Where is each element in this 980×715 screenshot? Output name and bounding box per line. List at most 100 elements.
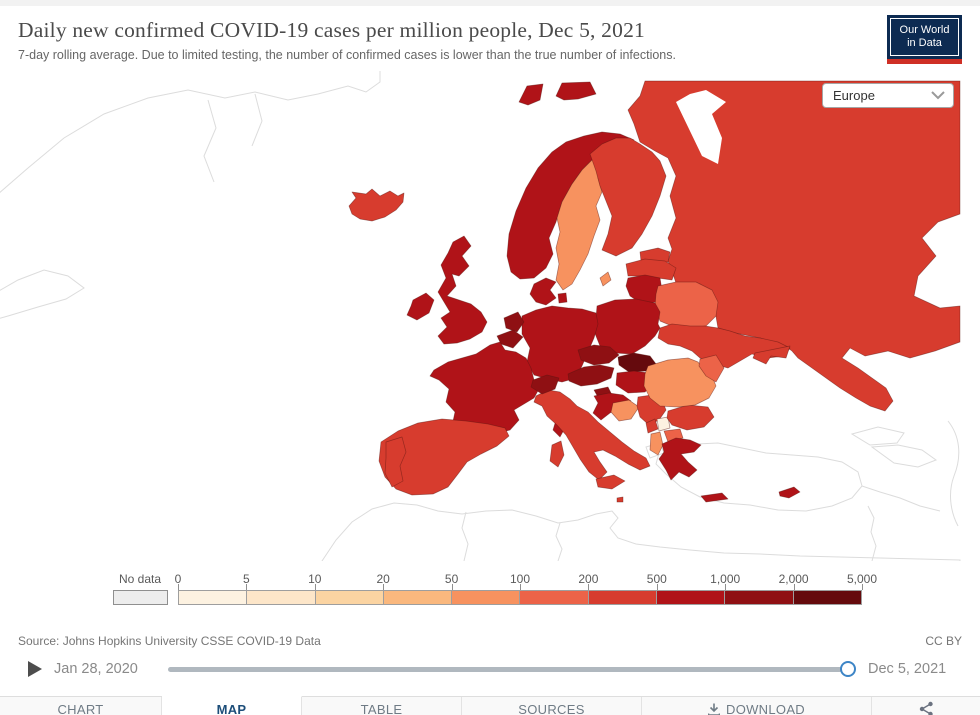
legend-tick-label: 500 <box>646 572 667 586</box>
region-selector-value: Europe <box>833 88 875 103</box>
country-uk[interactable] <box>437 235 488 345</box>
greenland-outline <box>0 71 381 193</box>
legend-tick-mark <box>588 584 590 590</box>
legend-tick-label: 10 <box>308 572 322 586</box>
legend-tick-mark <box>314 584 316 590</box>
tab-sources[interactable]: SOURCES <box>462 697 642 715</box>
country-portugal[interactable] <box>384 436 407 488</box>
legend-bin-10-20[interactable] <box>315 591 384 604</box>
legend-tick-mark <box>656 584 658 590</box>
europe-choropleth-map[interactable] <box>0 71 980 561</box>
legend-bin-5-10[interactable] <box>247 591 316 604</box>
owid-logo-text: Our World in Data <box>890 18 959 56</box>
no-data-swatch[interactable] <box>113 590 168 605</box>
owid-logo-accent-bar <box>887 59 962 64</box>
country-poland[interactable] <box>593 298 661 355</box>
country-czechia[interactable] <box>577 344 620 366</box>
country-bulgaria[interactable] <box>666 404 715 431</box>
syria-border-outline <box>861 485 941 512</box>
azerbaijan-outline <box>870 444 938 468</box>
country-iceland[interactable] <box>348 188 405 222</box>
no-data-label: No data <box>118 572 162 586</box>
legend-bin-1,000-2,000[interactable] <box>725 591 794 604</box>
country-kosovo[interactable] <box>656 416 671 432</box>
tab-share[interactable] <box>872 697 980 715</box>
page-title: Daily new confirmed COVID-19 cases per m… <box>18 18 645 42</box>
legend-tick-label: 1,000 <box>710 572 741 586</box>
legend-tick-label: 100 <box>509 572 531 586</box>
legend-tick-label: 2,000 <box>778 572 809 586</box>
legend-tick-mark <box>725 584 727 590</box>
country-italy[interactable] <box>533 389 651 481</box>
legend-bin-200-500[interactable] <box>588 591 658 604</box>
countries <box>348 80 961 503</box>
greenland-fjord-line <box>203 99 217 183</box>
legend-tick-mark <box>793 584 795 590</box>
country-sweden[interactable] <box>555 157 603 291</box>
legend-bin-2,000-5,000[interactable] <box>793 591 861 604</box>
legend-bin-500-1,000[interactable] <box>657 591 726 604</box>
country-sicily[interactable] <box>595 474 626 490</box>
country-netherlands[interactable] <box>503 311 525 333</box>
country-malta[interactable] <box>616 496 624 503</box>
country-crete[interactable] <box>700 492 729 503</box>
country-bosnia[interactable] <box>610 399 640 422</box>
country-sweden-gotland[interactable] <box>599 271 612 287</box>
tab-chart[interactable]: CHART <box>0 697 162 715</box>
background-coastlines <box>0 71 961 561</box>
country-sardinia[interactable] <box>549 440 565 468</box>
legend-bin-20-50[interactable] <box>383 591 453 604</box>
owid-logo-box: Our World in Data <box>887 15 962 59</box>
legend-tick-mark <box>520 584 521 590</box>
legend-tick-mark <box>451 584 453 590</box>
country-moldova[interactable] <box>698 354 725 383</box>
timeline-slider-handle[interactable] <box>840 661 856 677</box>
white-sea <box>676 90 726 164</box>
footer-tab-bar: CHART MAP TABLE SOURCES DOWNLOAD <box>0 696 980 715</box>
legend-bin-100-200[interactable] <box>520 591 589 604</box>
algeria-tunisia-border <box>555 522 563 561</box>
legend-tick-mark <box>178 584 179 590</box>
play-button[interactable] <box>28 661 42 677</box>
timeline-slider-track[interactable] <box>168 667 842 672</box>
country-cyprus[interactable] <box>778 486 801 499</box>
country-latvia[interactable] <box>625 258 677 281</box>
country-france[interactable] <box>429 341 541 435</box>
country-montenegro[interactable] <box>645 418 659 434</box>
timeline-start-date: Jan 28, 2020 <box>54 661 138 677</box>
tab-table[interactable]: TABLE <box>302 697 462 715</box>
country-norway-finnmark[interactable] <box>555 81 597 101</box>
region-selector[interactable]: Europe <box>822 83 954 108</box>
country-crimea[interactable] <box>752 345 791 365</box>
country-greece[interactable] <box>658 437 702 481</box>
legend-bin-0-5[interactable] <box>179 591 248 604</box>
legend-tick-mark <box>246 584 248 590</box>
timeline-end-date: Dec 5, 2021 <box>868 661 947 677</box>
country-denmark[interactable] <box>529 277 557 306</box>
download-icon <box>708 703 721 715</box>
country-belarus[interactable] <box>654 281 719 329</box>
tab-map[interactable]: MAP <box>162 696 302 715</box>
legend-color-bar[interactable] <box>178 590 862 605</box>
country-denmark-zealand[interactable] <box>557 292 568 304</box>
country-switzerland[interactable] <box>530 374 560 395</box>
owid-logo[interactable]: Our World in Data <box>887 15 962 64</box>
country-norway-north-cape[interactable] <box>518 83 544 106</box>
license-label[interactable]: CC BY <box>925 634 962 648</box>
levant-coast-outline <box>867 505 877 561</box>
morocco-algeria-border <box>461 511 469 561</box>
georgia-outline <box>850 426 905 446</box>
tab-download[interactable]: DOWNLOAD <box>642 697 872 715</box>
country-finland[interactable] <box>589 137 667 257</box>
legend-tick-label: 50 <box>444 572 459 586</box>
legend-tick-label: 20 <box>376 572 390 586</box>
country-spain[interactable] <box>378 418 510 496</box>
country-romania[interactable] <box>643 357 717 408</box>
legend-bin-50-100[interactable] <box>452 591 521 604</box>
country-albania[interactable] <box>649 431 664 456</box>
labrador-outline <box>0 269 85 319</box>
country-russia[interactable] <box>627 80 961 412</box>
country-ireland[interactable] <box>406 292 435 321</box>
country-austria[interactable] <box>567 364 615 387</box>
